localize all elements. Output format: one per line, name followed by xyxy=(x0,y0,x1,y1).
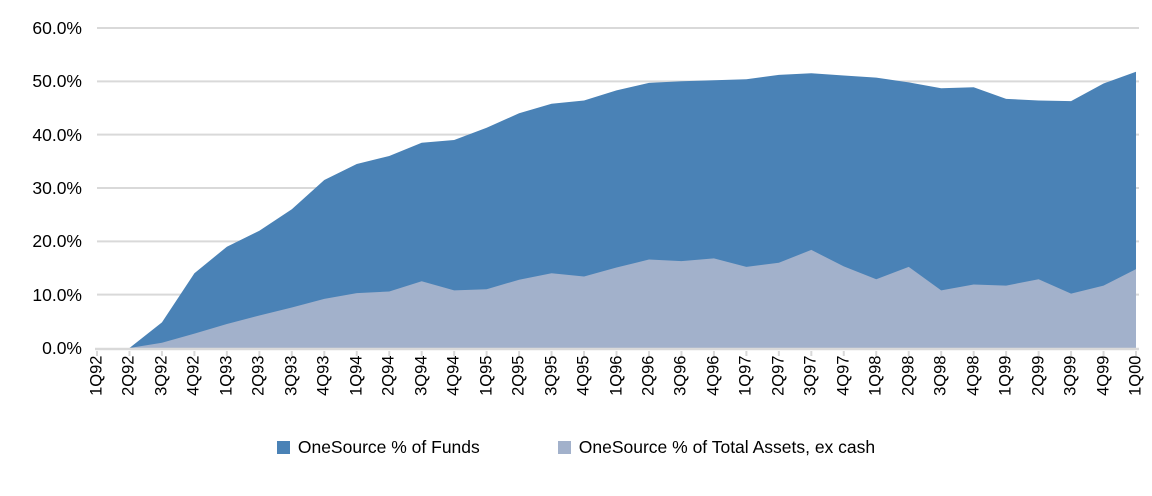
x-axis-label: 1Q97 xyxy=(736,355,755,396)
x-axis-label: 4Q99 xyxy=(1094,355,1113,396)
x-axis-label: 1Q99 xyxy=(996,355,1015,396)
x-axis-label: 4Q95 xyxy=(574,355,593,396)
x-axis-label: 3Q95 xyxy=(542,355,561,396)
x-axis-label: 4Q98 xyxy=(964,355,983,396)
x-axis-label: 2Q99 xyxy=(1029,355,1048,396)
legend: OneSource % of Funds OneSource % of Tota… xyxy=(0,437,1152,458)
legend-swatch-funds xyxy=(276,441,290,454)
legend-item-funds: OneSource % of Funds xyxy=(276,437,480,458)
x-axis-label: 2Q93 xyxy=(249,355,268,396)
y-axis-label: 10.0% xyxy=(32,284,82,305)
x-axis-label: 4Q96 xyxy=(704,355,723,396)
area-series-funds xyxy=(97,71,1136,348)
legend-label-assets: OneSource % of Total Assets, ex cash xyxy=(578,437,876,457)
x-axis-label: 4Q93 xyxy=(314,355,333,396)
y-axis-label: 20.0% xyxy=(32,231,82,252)
x-axis-label: 3Q98 xyxy=(931,355,950,396)
x-axis-label: 3Q93 xyxy=(282,355,301,396)
x-axis-label: 1Q96 xyxy=(607,355,625,396)
legend-label-funds: OneSource % of Funds xyxy=(297,437,480,457)
x-axis-label: 1Q92 xyxy=(87,355,106,396)
y-axis-label: 30.0% xyxy=(32,178,82,198)
x-axis-label: 3Q94 xyxy=(412,355,431,396)
x-axis-label: 2Q92 xyxy=(119,355,138,396)
legend-item-assets: OneSource % of Total Assets, ex cash xyxy=(557,437,876,458)
x-axis-label: 1Q95 xyxy=(477,355,496,396)
y-axis-label: 0.0% xyxy=(42,338,82,358)
y-axis-label: 60.0% xyxy=(32,18,82,38)
x-axis-label: 4Q94 xyxy=(444,355,463,396)
x-axis-label: 3Q99 xyxy=(1061,355,1080,396)
x-axis-label: 3Q92 xyxy=(152,355,171,396)
x-axis-label: 1Q94 xyxy=(347,355,366,396)
x-axis-label: 1Q98 xyxy=(866,355,885,396)
legend-swatch-assets xyxy=(557,441,571,454)
x-axis-label: 2Q97 xyxy=(769,355,788,396)
x-axis-label: 4Q97 xyxy=(834,355,853,396)
x-axis-label: 3Q96 xyxy=(671,355,690,396)
x-axis-label: 2Q98 xyxy=(899,355,918,396)
x-axis-label: 1Q93 xyxy=(217,355,236,396)
area-series-assets xyxy=(97,249,1136,348)
y-axis-label: 40.0% xyxy=(32,124,82,145)
x-axis-label: 2Q95 xyxy=(509,355,528,396)
x-axis-label: 2Q96 xyxy=(639,355,658,396)
x-axis-label: 3Q97 xyxy=(801,355,820,396)
y-axis-label: 50.0% xyxy=(32,71,82,92)
x-axis-label: 2Q94 xyxy=(379,355,398,396)
x-axis-label: 1Q00 xyxy=(1126,355,1145,396)
x-axis-label: 4Q92 xyxy=(184,355,203,396)
